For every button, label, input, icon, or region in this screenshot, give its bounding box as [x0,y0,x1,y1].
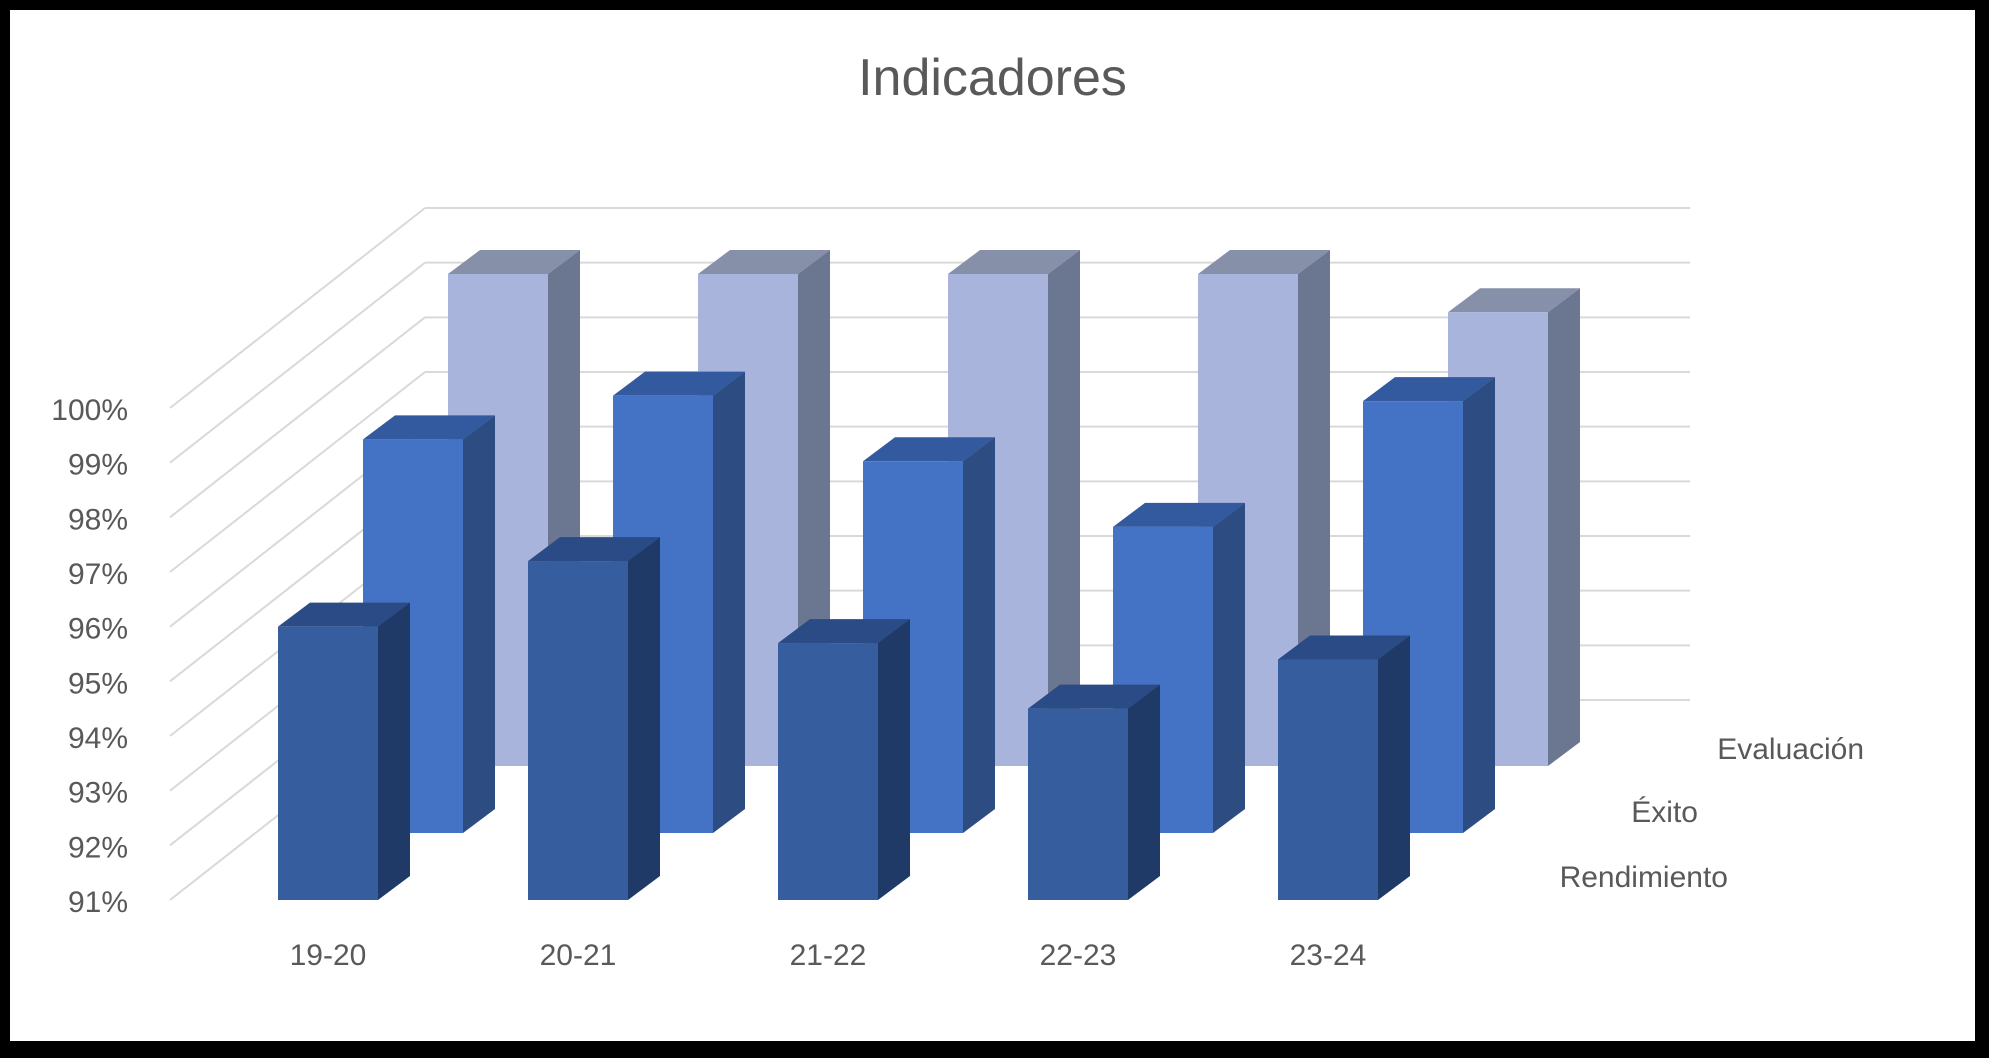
bar-side [1213,502,1245,833]
x-tick-label: 19-20 [290,939,367,972]
bar-Rendimiento-20-21 [528,537,660,900]
bar-Rendimiento-23-24 [1278,635,1410,900]
y-tick-label: 93% [68,777,128,810]
side-gridline [169,316,426,519]
bar-top [363,415,495,440]
bar-top [448,250,580,274]
bar-top [948,250,1080,274]
y-tick-label: 96% [68,613,128,646]
y-tick-label: 97% [68,558,128,591]
bar-top [278,602,410,627]
bar-side [1378,635,1410,900]
bar-top [778,619,910,644]
bar-side [878,619,910,900]
bar-top [1448,288,1580,313]
side-gridline [169,261,426,464]
bar-front [278,626,378,900]
side-gridline [169,207,426,409]
bar-front [778,643,878,900]
axis-labels: 91% 92% 93% 94% 95% 96% 97% 98% 99% 100% 19-20 20-2… [51,394,1864,972]
y-tick-label: 99% [68,449,128,482]
bar-side [628,537,660,900]
bar-Rendimiento-21-22 [778,619,910,900]
x-tick-label: 20-21 [540,939,617,972]
bar-top [698,250,830,274]
bar-top [1028,684,1160,709]
bar-side [1128,684,1160,900]
series-label: Evaluación [1717,733,1864,766]
chart-canvas: 91% 92% 93% 94% 95% 96% 97% 98% 99% 100% 19-20 20-2… [51,207,1864,972]
x-tick-label: 23-24 [1290,939,1367,972]
series-label: Éxito [1631,796,1698,829]
bar-front [1028,708,1128,900]
bar-side [1048,250,1080,766]
bar-side [1548,288,1580,766]
chart-title: Indicadores [858,49,1127,107]
y-tick-label: 95% [68,667,128,700]
bar-side [713,371,745,833]
chart-frame: Indicadores 91% 92% 93% 94% 95% 96% 97% 98% 99% 1… [10,10,1975,1041]
bars [278,250,1580,900]
bar-top [1363,377,1495,402]
bar-side [1463,377,1495,833]
side-gridline [169,371,426,573]
bar-front [528,561,628,900]
series-label: Rendimiento [1560,861,1728,894]
bar-top [1113,502,1245,527]
bar-Rendimiento-22-23 [1028,684,1160,900]
bar-side [378,602,410,900]
y-tick-label: 94% [68,722,128,755]
bar-Éxito-19-20 [363,415,495,833]
bar-top [613,371,745,396]
bar-front [1278,659,1378,900]
x-tick-label: 21-22 [790,939,867,972]
y-tick-label: 98% [68,503,128,536]
bar-top [1278,635,1410,660]
y-tick-label: 100% [51,394,128,427]
bar-top [863,437,995,462]
bar-side [463,415,495,833]
y-tick-label: 91% [68,886,128,919]
bar-top [1198,250,1330,274]
bar-top [528,537,660,562]
bar-side [963,437,995,833]
y-tick-label: 92% [68,831,128,864]
x-tick-label: 22-23 [1040,939,1117,972]
bar-Rendimiento-19-20 [278,602,410,900]
